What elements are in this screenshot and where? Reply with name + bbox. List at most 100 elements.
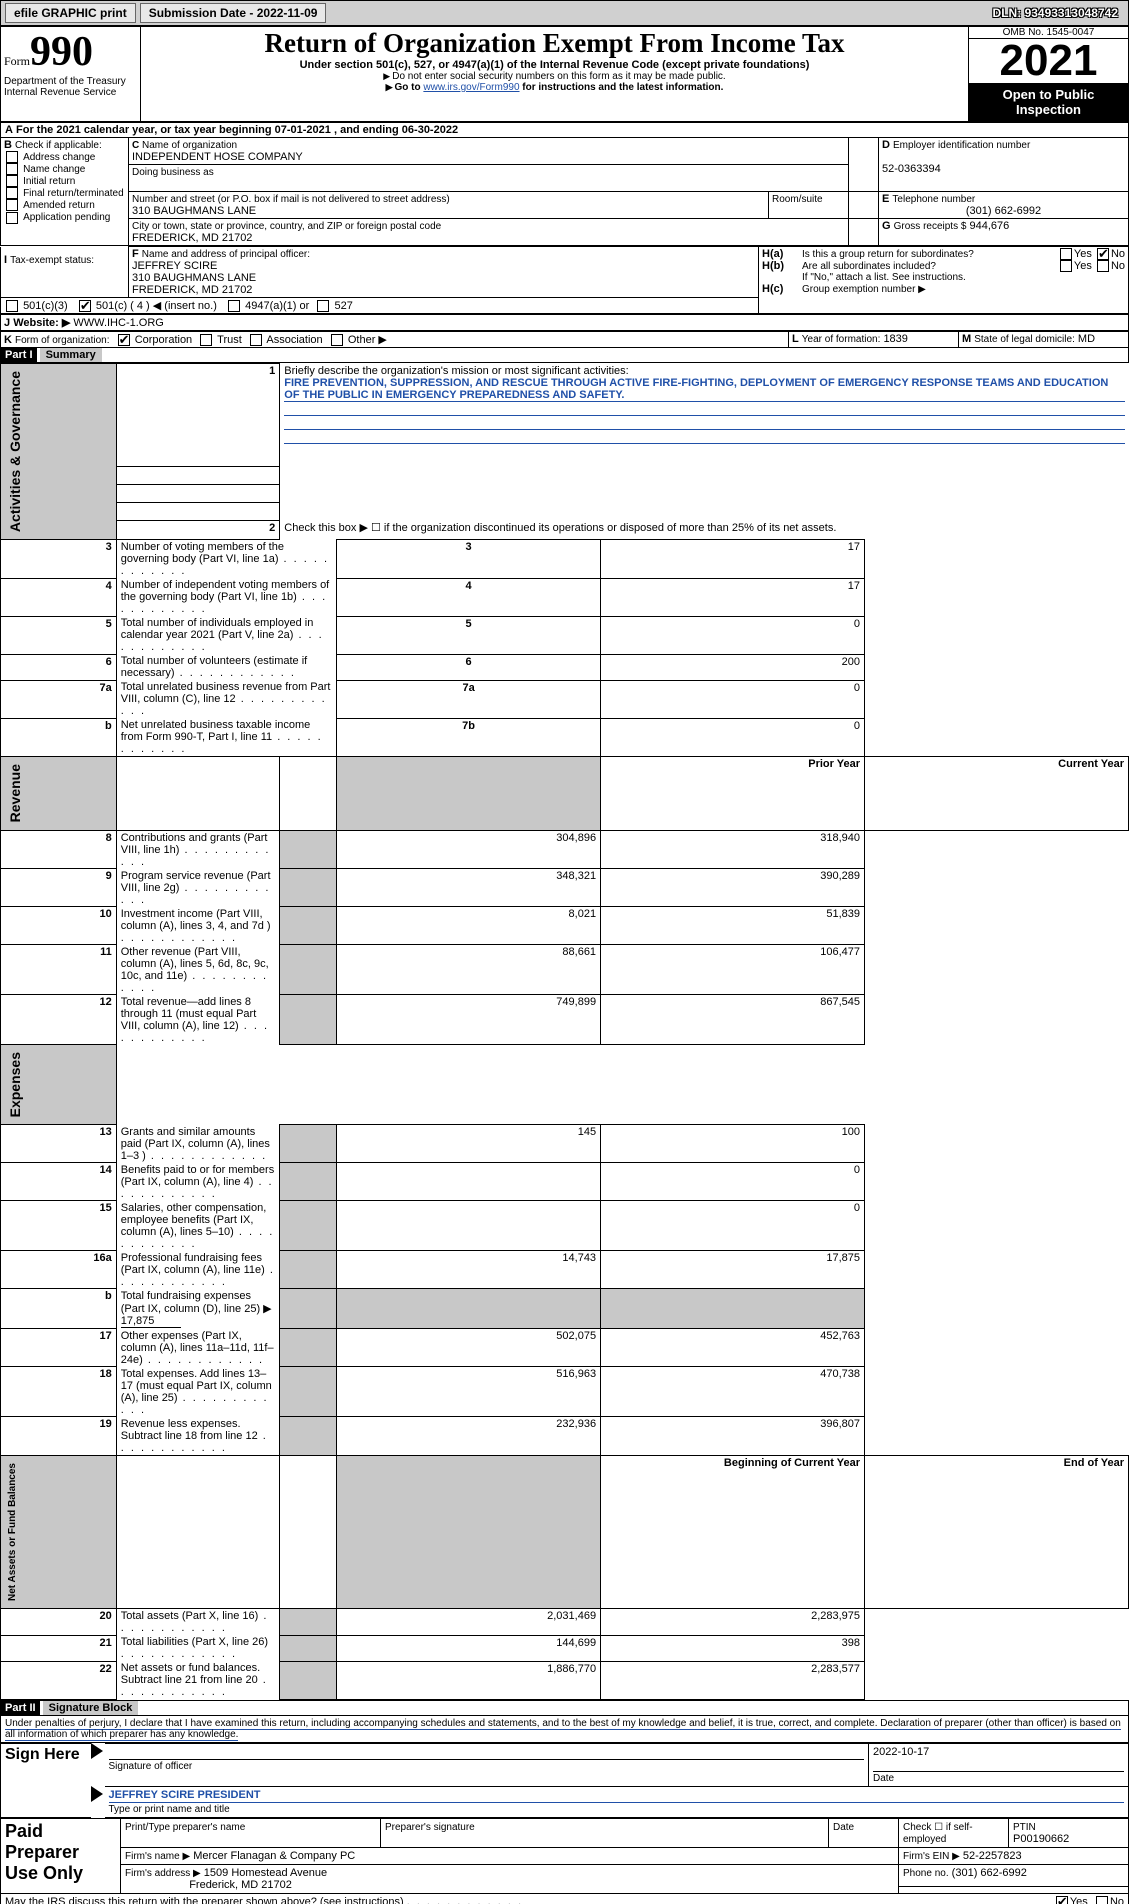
hb-note: If "No," attach a list. See instructions… <box>802 272 1125 283</box>
hc-label: Group exemption number ▶ <box>802 283 1125 295</box>
table-row: 7aTotal unrelated business revenue from … <box>1 680 1129 718</box>
table-row: 12Total revenue—add lines 8 through 11 (… <box>1 995 1129 1045</box>
tax-exempt-label: Tax-exempt status: <box>10 255 94 266</box>
form-990-label: Form990 <box>4 28 137 76</box>
form-subtitle: Under section 501(c), 527, or 4947(a)(1)… <box>144 59 965 71</box>
ha-no[interactable] <box>1097 248 1109 260</box>
mission-text: FIRE PREVENTION, SUPPRESSION, AND RESCUE… <box>284 377 1124 402</box>
website-label: Website: ▶ <box>13 317 70 329</box>
street-value: 310 BAUGHMANS LANE <box>132 205 256 217</box>
part2-title: Signature Block <box>43 1701 139 1715</box>
table-row: 19Revenue less expenses. Subtract line 1… <box>1 1417 1129 1456</box>
table-row: 10Investment income (Part VIII, column (… <box>1 907 1129 945</box>
table-row: bNet unrelated business taxable income f… <box>1 718 1129 757</box>
tax-year: 2021 <box>969 39 1128 83</box>
city-value: FREDERICK, MD 21702 <box>132 232 252 244</box>
summary-table: Activities & Governance 1 Briefly descri… <box>0 363 1129 1699</box>
officer-street: 310 BAUGHMANS LANE <box>132 272 256 284</box>
table-row: 21Total liabilities (Part X, line 26)144… <box>1 1635 1129 1661</box>
k-other[interactable] <box>331 334 343 346</box>
check-amended[interactable] <box>6 199 18 211</box>
submission-date-button[interactable]: Submission Date - 2022-11-09 <box>140 3 327 23</box>
k-assoc[interactable] <box>250 334 262 346</box>
dln: DLN: 93493313048742 <box>993 6 1126 20</box>
firm-addr-label: Firm's address ▶ <box>125 1868 201 1879</box>
label: efile GRAPHIC <box>14 6 97 20</box>
revenue-label: Revenue <box>5 758 25 828</box>
form-title: Return of Organization Exempt From Incom… <box>144 28 965 59</box>
irs-link[interactable]: www.irs.gov/Form990 <box>423 82 519 93</box>
k-trust[interactable] <box>200 334 212 346</box>
table-row: 3Number of voting members of the governi… <box>1 540 1129 579</box>
firm-ein: 52-2257823 <box>963 1850 1022 1862</box>
efile-print-button[interactable]: efile GRAPHIC print <box>5 3 136 23</box>
state-label: State of legal domicile: <box>974 334 1075 345</box>
col-begin: Beginning of Current Year <box>601 1455 865 1608</box>
discuss-line: May the IRS discuss this return with the… <box>0 1894 1129 1904</box>
col-end: End of Year <box>865 1455 1129 1608</box>
ptin-value: P00190662 <box>1013 1833 1069 1845</box>
table-row: 8Contributions and grants (Part VIII, li… <box>1 830 1129 869</box>
table-row: 18Total expenses. Add lines 13–17 (must … <box>1 1367 1129 1417</box>
hb-no[interactable] <box>1097 260 1109 272</box>
date-label: Date <box>873 1773 894 1784</box>
k-corp[interactable] <box>118 334 130 346</box>
firm-addr1: 1509 Homestead Avenue <box>204 1867 327 1879</box>
label: Submission Date - <box>149 6 254 20</box>
firm-name: Mercer Flanagan & Company PC <box>193 1850 355 1862</box>
line16b-value: 17,875 <box>121 1315 181 1328</box>
officer-name: JEFFREY SCIRE <box>132 260 217 272</box>
discuss-yes[interactable] <box>1056 1896 1068 1904</box>
hb-yes[interactable] <box>1060 260 1072 272</box>
te-527[interactable] <box>317 300 329 312</box>
check-name-change[interactable] <box>6 163 18 175</box>
check-final-return[interactable] <box>6 187 18 199</box>
sig-name-label: Type or print name and title <box>109 1804 230 1815</box>
table-row: 16aProfessional fundraising fees (Part I… <box>1 1251 1129 1289</box>
state-value: MD <box>1078 333 1095 345</box>
label: print <box>100 6 127 20</box>
hb-label: Are all subordinates included? <box>802 260 1025 272</box>
mission-label: Briefly describe the organization's miss… <box>284 365 628 377</box>
line2-text: Check this box ▶ ☐ if the organization d… <box>280 520 1129 540</box>
check-pending[interactable] <box>6 212 18 224</box>
klm-table: K Form of organization: Corporation Trus… <box>0 331 1129 348</box>
part1-bar: Part I <box>1 348 37 362</box>
paid-preparer-label: Paid Preparer Use Only <box>5 1821 83 1883</box>
table-row: 14Benefits paid to or for members (Part … <box>1 1163 1129 1201</box>
city-label: City or town, state or province, country… <box>132 221 441 232</box>
ha-yes[interactable] <box>1060 248 1072 260</box>
top-bar: efile GRAPHIC print Submission Date - 20… <box>0 0 1129 26</box>
check-address-change[interactable] <box>6 151 18 163</box>
website-value: WWW.IHC-1.ORG <box>73 317 163 329</box>
room-label: Room/suite <box>772 194 823 205</box>
expenses-label: Expenses <box>5 1046 25 1123</box>
te-501c[interactable] <box>79 300 91 312</box>
te-501c3[interactable] <box>6 300 18 312</box>
discuss-no[interactable] <box>1096 1896 1108 1904</box>
year-form-value: 1839 <box>883 333 907 345</box>
te-4947[interactable] <box>228 300 240 312</box>
tel-value: (301) 662-6992 <box>882 205 1125 217</box>
officer-group-table: F Name and address of principal officer:… <box>0 246 1129 314</box>
signature-table: Sign Here Signature of officer 2022-10-1… <box>0 1743 1129 1818</box>
ein-label: Employer identification number <box>893 140 1030 151</box>
org-name: INDEPENDENT HOSE COMPANY <box>132 151 303 163</box>
table-row: 4Number of independent voting members of… <box>1 578 1129 616</box>
activities-label: Activities & Governance <box>5 365 25 538</box>
sig-name: JEFFREY SCIRE PRESIDENT <box>109 1789 1125 1803</box>
line16b-desc: Total fundraising expenses (Part IX, col… <box>121 1290 272 1315</box>
part2-header: Part II Signature Block <box>0 1700 1129 1716</box>
firm-phone-label: Phone no. <box>903 1868 949 1879</box>
firm-addr2: Frederick, MD 21702 <box>189 1879 292 1891</box>
table-row: 9Program service revenue (Part VIII, lin… <box>1 869 1129 907</box>
check-initial-return[interactable] <box>6 175 18 187</box>
table-row: 22Net assets or fund balances. Subtract … <box>1 1661 1129 1699</box>
part2-bar: Part II <box>1 1701 40 1715</box>
pp-check-label: Check ☐ if self-employed <box>903 1822 973 1845</box>
firm-ein-label: Firm's EIN ▶ <box>903 1851 960 1862</box>
sig-date: 2022-10-17 <box>873 1746 929 1758</box>
note-ssn: Do not enter social security numbers on … <box>144 71 965 82</box>
dept-label: Department of the Treasury <box>4 76 137 87</box>
preparer-table: Paid Preparer Use Only Print/Type prepar… <box>0 1818 1129 1894</box>
